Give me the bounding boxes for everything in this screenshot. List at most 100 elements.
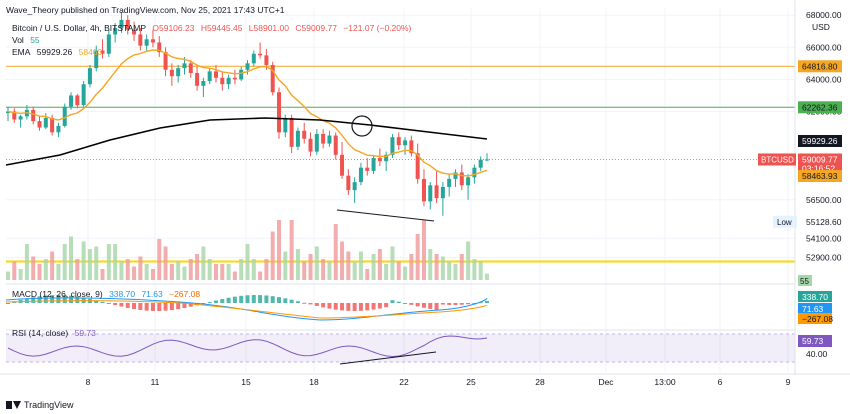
macd-hist-bar-22	[144, 303, 149, 311]
macd-hist-bar-0	[6, 303, 10, 304]
candle-body-54	[346, 175, 351, 191]
macd-hist-bar-37	[239, 295, 244, 303]
volume-bar-56	[358, 251, 363, 280]
macd-hist-bar-44	[283, 298, 288, 303]
volume-bar-7	[50, 251, 55, 280]
macd-tag-2: −267.08	[802, 314, 833, 324]
macd-hist-bar-25	[163, 303, 168, 311]
volume-bar-45	[289, 220, 294, 280]
price-tick-0: 68000.00	[806, 10, 842, 20]
candle-body-62	[396, 137, 401, 146]
candle-body-43	[277, 92, 282, 133]
volume-bar-25	[163, 246, 168, 280]
macd-hist-bar-20	[132, 303, 137, 310]
volume-bar-9	[62, 244, 67, 280]
volume-bar-32	[207, 259, 212, 280]
volume-bar-61	[390, 246, 395, 280]
price-tick-5: 54100.00	[806, 233, 842, 243]
ema-short-line	[7, 49, 488, 177]
candle-body-47	[302, 130, 307, 139]
low-value: 55128.60	[806, 217, 842, 227]
volume-bar-17	[113, 244, 118, 280]
macd-hist-bar-47	[302, 302, 307, 304]
volume-bar-36	[232, 271, 237, 280]
volume-bar-55	[352, 261, 357, 280]
macd-hist-bar-71	[453, 303, 458, 305]
ema-long-line	[5, 117, 488, 166]
volume-bar-41	[264, 259, 269, 280]
candle-body-21	[138, 34, 143, 46]
ema-short-tag: 58463.93	[802, 171, 838, 181]
volume-bar-34	[220, 264, 225, 280]
volume-bar-53	[340, 241, 345, 280]
volume-bar-51	[327, 261, 332, 280]
macd-hist-bar-65	[415, 303, 420, 307]
volume-bar-66	[421, 220, 426, 280]
candle-body-23	[150, 39, 155, 43]
volume-bar-16	[106, 244, 111, 280]
candle-body-0	[6, 111, 10, 114]
countdown-tag: 03:16:52	[802, 163, 835, 173]
macd-legend-v1: 338.70	[109, 289, 136, 299]
level-tag-1: 62262.36	[802, 102, 838, 112]
macd-hist-bar-14	[94, 300, 99, 303]
volume-bar-29	[188, 259, 193, 280]
candle-body-50	[321, 133, 326, 144]
candle-body-63	[403, 140, 408, 146]
volume-bar-60	[384, 264, 389, 280]
symbol-line: Bitcoin / U.S. Dollar, 4h, BITSTAMP O591…	[12, 23, 415, 33]
macd-hist-bar-28	[182, 303, 187, 309]
candle-body-25	[163, 52, 168, 70]
time-tick-5: 25	[466, 377, 476, 387]
volume-bar-19	[125, 259, 130, 280]
volume-bar-76	[485, 273, 489, 280]
volume-legend: Vol 55	[12, 35, 44, 45]
macd-hist-bar-10	[69, 295, 74, 303]
tradingview-logo[interactable]: TradingView	[6, 400, 74, 410]
macd-hist-bar-72	[459, 303, 464, 305]
ohlc-high: H59445.45	[200, 23, 243, 33]
macd-line	[5, 297, 488, 321]
macd-hist-bar-54	[346, 303, 351, 311]
macd-tag-bg-2	[798, 313, 832, 324]
candle-body-75	[478, 159, 483, 168]
macd-hist-bar-11	[75, 296, 80, 303]
rsi-band	[6, 334, 795, 362]
macd-tag-bg-1	[798, 303, 832, 314]
rsi-tick-0: 40.00	[806, 349, 828, 359]
volume-bar-8	[56, 264, 61, 280]
macd-hist-bar-49	[314, 303, 319, 306]
volume-bar-21	[138, 256, 143, 280]
volume-bar-47	[302, 261, 307, 280]
volume-bar-10	[69, 236, 74, 280]
low-label-bg	[773, 215, 797, 228]
candle-body-26	[169, 69, 174, 77]
volume-bar-23	[150, 269, 155, 280]
macd-hist-bar-39	[251, 295, 256, 303]
macd-hist-bar-32	[207, 302, 212, 304]
macd-signal-line	[5, 300, 488, 319]
level-tag-0-bg	[798, 60, 842, 73]
macd-hist-bar-73	[466, 303, 471, 305]
volume-bar-43	[277, 220, 282, 280]
volume-bar-69	[440, 256, 445, 280]
ema-long-tag-bg	[798, 135, 842, 147]
candle-body-51	[327, 135, 332, 144]
macd-hist-bar-16	[106, 303, 111, 304]
candle-body-57	[365, 167, 370, 171]
candle-body-72	[459, 172, 464, 186]
macd-hist-bar-24	[157, 303, 162, 311]
candle-body-6	[43, 117, 48, 128]
candle-body-66	[421, 178, 426, 202]
volume-bar-4	[31, 256, 36, 280]
time-axis: 8 11 15 18 22 25 28 Dec 13:00 6 9	[0, 373, 850, 387]
candle-body-56	[358, 167, 363, 183]
macd-hist-bar-56	[358, 303, 363, 311]
macd-hist-bar-55	[352, 303, 357, 311]
macd-hist-bar-34	[220, 299, 225, 303]
time-tick-4: 22	[399, 377, 409, 387]
symbol-tag-bg	[758, 153, 796, 166]
candle-body-60	[384, 154, 389, 162]
macd-tag-1: 71.63	[802, 304, 824, 314]
